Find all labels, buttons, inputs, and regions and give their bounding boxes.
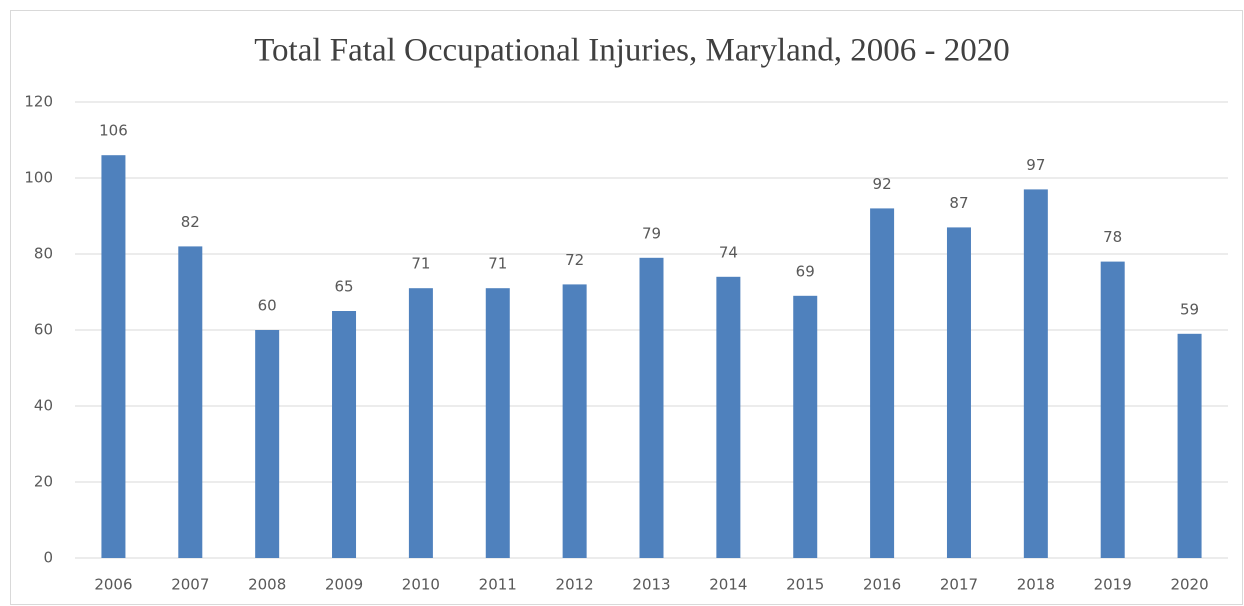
bar	[332, 311, 357, 558]
data-label: 72	[565, 251, 584, 269]
x-tick-label: 2010	[402, 576, 440, 594]
bar	[1177, 333, 1202, 558]
x-tick-label: 2018	[1017, 576, 1055, 594]
data-label: 87	[949, 194, 968, 212]
data-label: 74	[719, 243, 738, 261]
data-label: 106	[99, 122, 128, 140]
bar	[793, 295, 818, 558]
x-tick-label: 2008	[248, 576, 286, 594]
y-tick-label: 80	[34, 245, 53, 263]
bar	[485, 288, 510, 558]
bar	[101, 155, 126, 558]
x-tick-label: 2014	[709, 576, 747, 594]
x-tick-label: 2012	[556, 576, 594, 594]
bar	[178, 246, 203, 558]
bar	[639, 257, 664, 558]
data-label: 60	[258, 297, 277, 315]
y-tick-label: 60	[34, 321, 53, 339]
bar	[716, 276, 741, 558]
y-tick-label: 120	[24, 93, 53, 111]
x-tick-label: 2006	[94, 576, 132, 594]
bar	[1100, 261, 1125, 558]
y-tick-label: 40	[34, 397, 53, 415]
data-label: 71	[488, 255, 507, 273]
data-label: 59	[1180, 300, 1199, 318]
data-label: 65	[334, 278, 353, 296]
data-label: 92	[873, 175, 892, 193]
y-tick-label: 100	[24, 169, 53, 187]
bar	[562, 284, 587, 558]
bar	[946, 227, 971, 558]
y-tick-label: 20	[34, 473, 53, 491]
data-label: 69	[796, 262, 815, 280]
x-tick-label: 2017	[940, 576, 978, 594]
bar	[255, 330, 280, 558]
x-tick-label: 2015	[786, 576, 824, 594]
data-label: 78	[1103, 228, 1122, 246]
data-label: 82	[181, 213, 200, 231]
x-tick-label: 2011	[479, 576, 517, 594]
data-label: 71	[411, 255, 430, 273]
x-tick-label: 2009	[325, 576, 363, 594]
x-tick-label: 2016	[863, 576, 901, 594]
y-tick-label: 0	[43, 549, 53, 567]
chart-title: Total Fatal Occupational Injuries, Maryl…	[254, 33, 1010, 69]
data-label: 97	[1026, 156, 1045, 174]
bar	[1023, 189, 1048, 558]
x-tick-label: 2007	[171, 576, 209, 594]
bar	[870, 208, 895, 558]
x-tick-label: 2019	[1094, 576, 1132, 594]
bar	[408, 288, 433, 558]
x-tick-label: 2013	[632, 576, 670, 594]
x-tick-label: 2020	[1170, 576, 1208, 594]
data-label: 79	[642, 224, 661, 242]
